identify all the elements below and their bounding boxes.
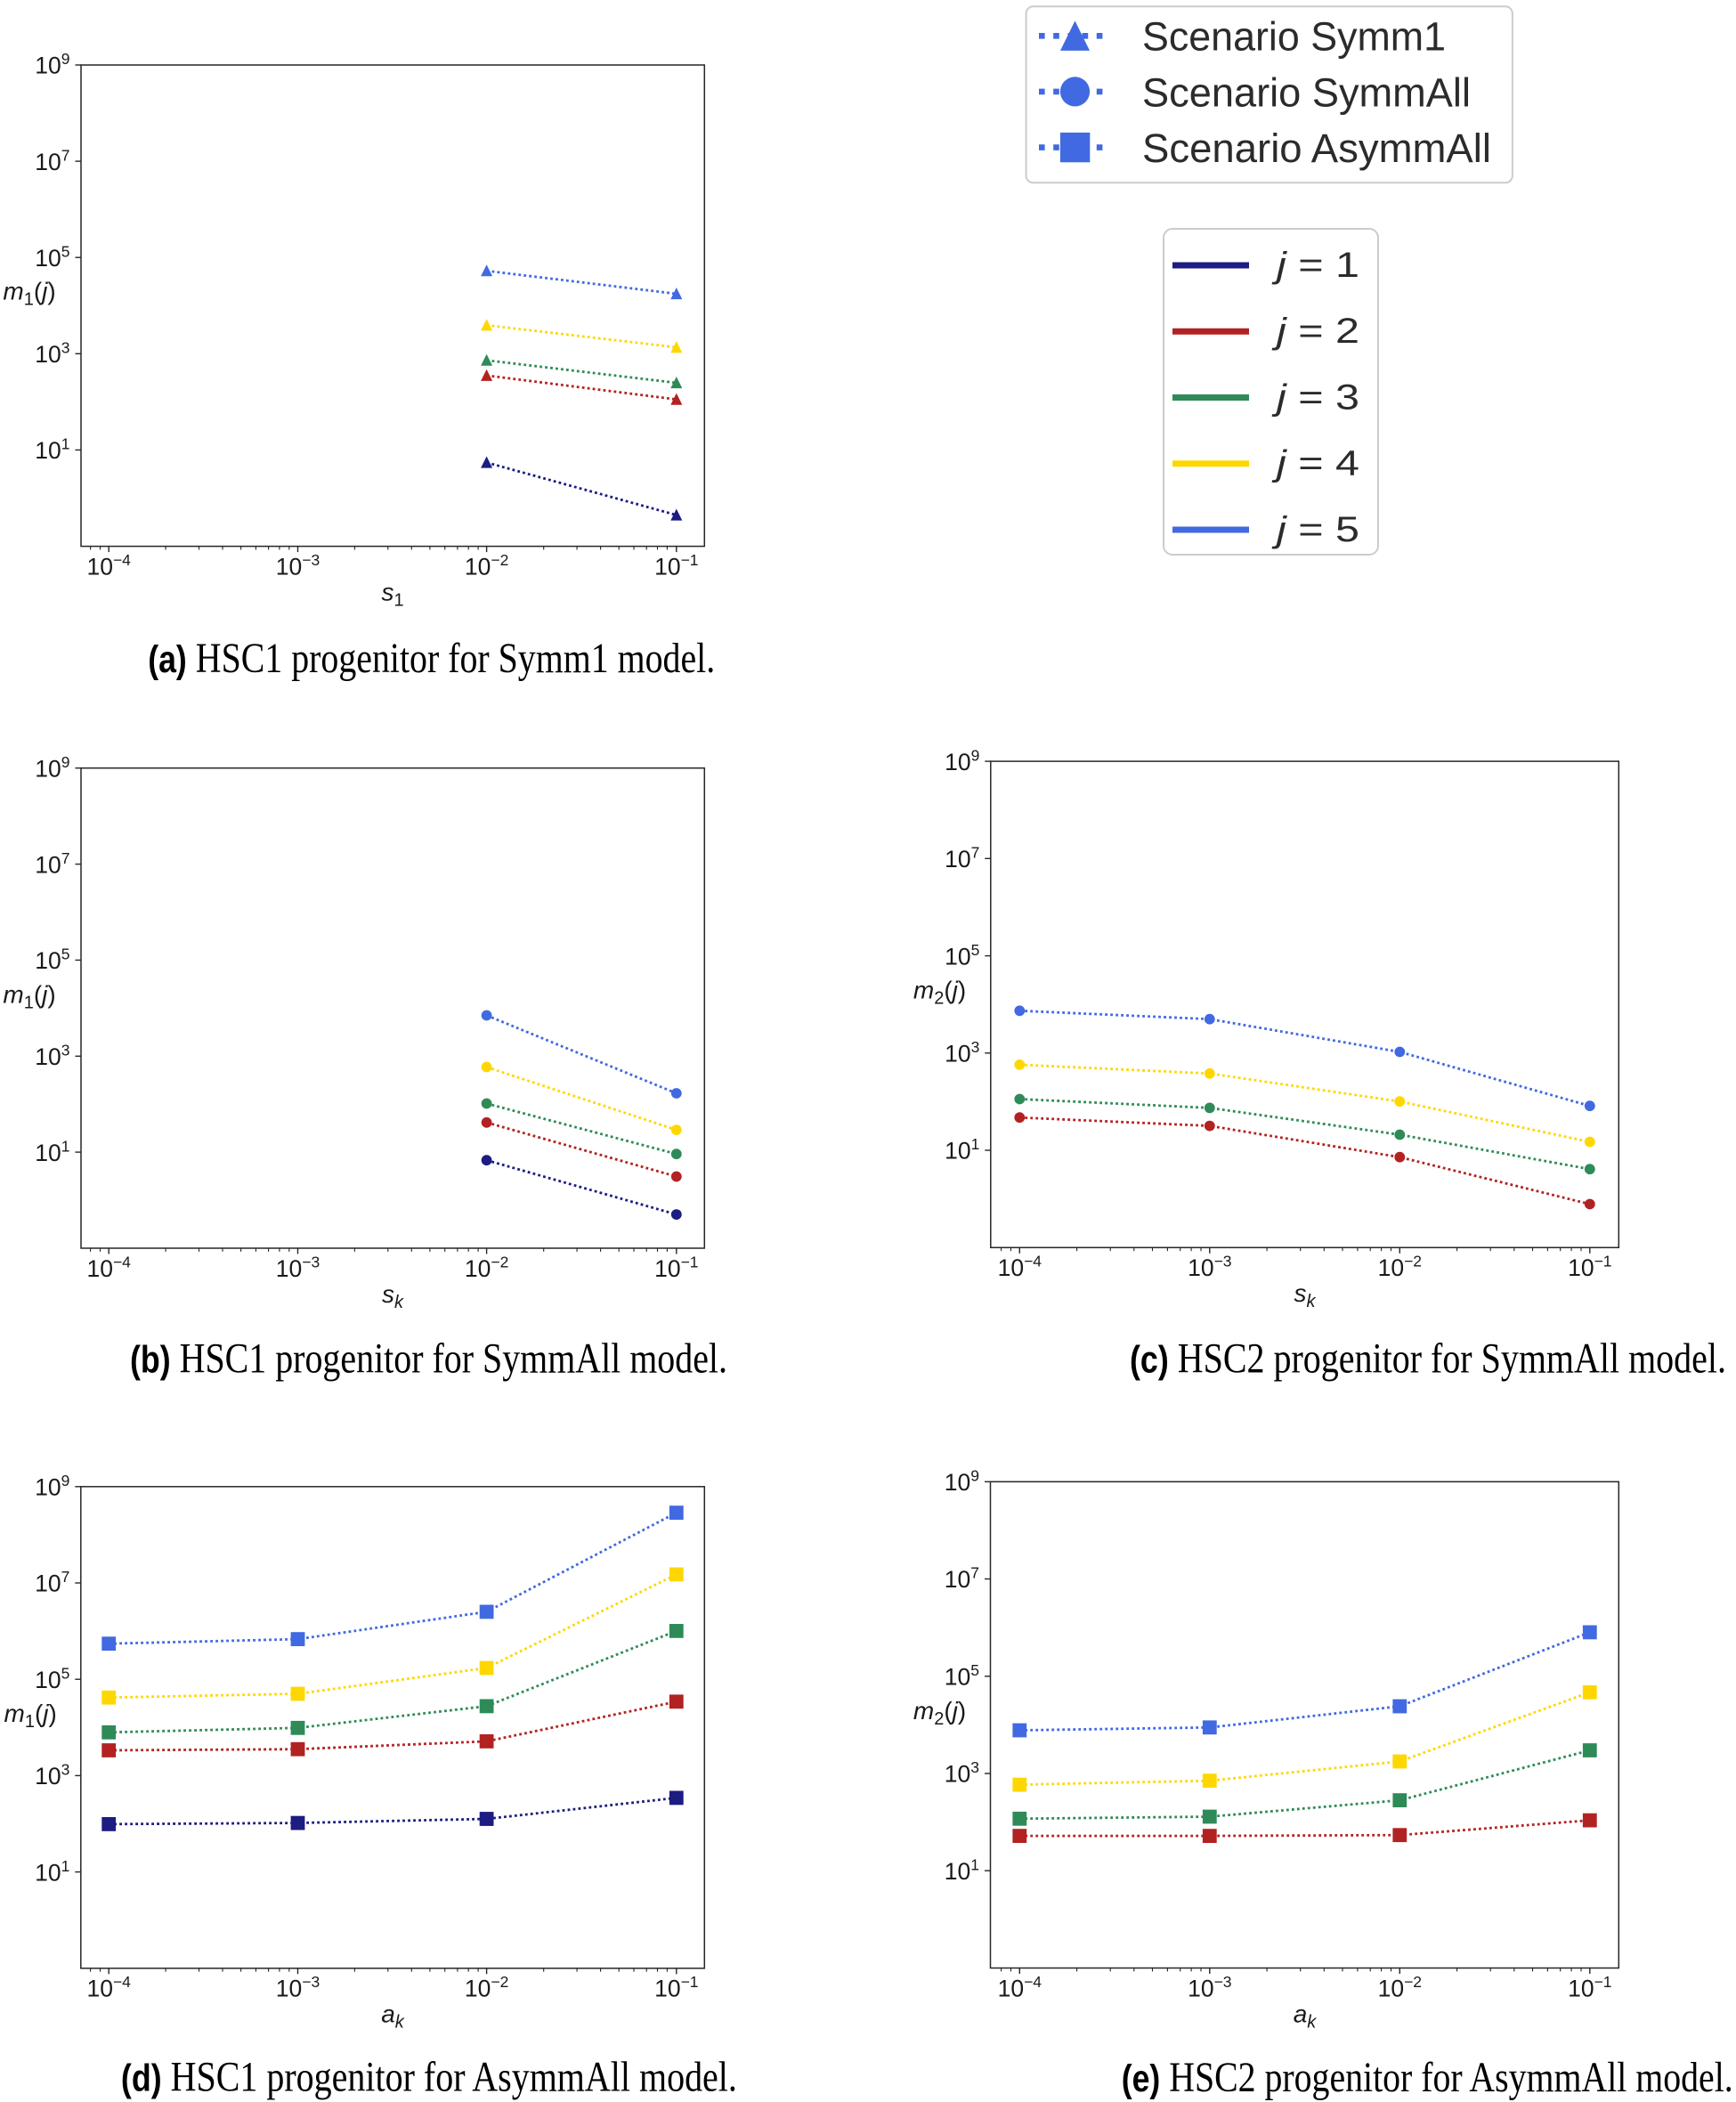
svg-text:sk: sk [1294, 1279, 1317, 1311]
svg-text:j = 3: j = 3 [1271, 378, 1359, 418]
svg-text:103: 103 [945, 1038, 979, 1067]
svg-text:10−3: 10−3 [276, 1253, 320, 1282]
svg-text:ak: ak [381, 2001, 405, 2033]
svg-text:10−2: 10−2 [465, 1253, 508, 1282]
svg-text:j = 2: j = 2 [1271, 312, 1359, 351]
svg-text:m2(j): m2(j) [913, 1697, 966, 1729]
svg-text:m1(j): m1(j) [3, 278, 55, 310]
svg-text:m1(j): m1(j) [4, 1700, 57, 1732]
svg-text:10−3: 10−3 [1188, 1973, 1231, 2002]
svg-text:101: 101 [35, 1857, 69, 1887]
svg-text:10−1: 10−1 [654, 1253, 698, 1282]
svg-text:(a) HSC1 progenitor for Symm1: (a) HSC1 progenitor for Symm1 model. [148, 635, 715, 682]
svg-text:(d) HSC1 progenitor for AsymmA: (d) HSC1 progenitor for AsymmAll model. [121, 2054, 737, 2101]
svg-text:sk: sk [382, 1280, 404, 1312]
svg-text:j = 5: j = 5 [1271, 510, 1359, 549]
svg-text:103: 103 [35, 1761, 69, 1790]
svg-text:Scenario SymmAll: Scenario SymmAll [1142, 69, 1471, 115]
svg-text:(e) HSC2 progenitor for AsymmA: (e) HSC2 progenitor for AsymmAll model. [1122, 2054, 1733, 2101]
svg-text:Scenario Symm1: Scenario Symm1 [1142, 14, 1446, 60]
svg-text:Scenario AsymmAll: Scenario AsymmAll [1142, 126, 1491, 171]
svg-text:(b) HSC1 progenitor for SymmAl: (b) HSC1 progenitor for SymmAll model. [130, 1335, 727, 1383]
svg-text:j = 4: j = 4 [1271, 444, 1359, 483]
svg-text:m2(j): m2(j) [913, 977, 966, 1009]
svg-text:j = 1: j = 1 [1271, 246, 1359, 285]
svg-text:m1(j): m1(j) [3, 980, 55, 1012]
svg-text:(c) HSC2 progenitor for SymmAl: (c) HSC2 progenitor for SymmAll model. [1130, 1335, 1726, 1383]
svg-text:ak: ak [1294, 2000, 1318, 2032]
svg-text:s1: s1 [381, 579, 403, 611]
